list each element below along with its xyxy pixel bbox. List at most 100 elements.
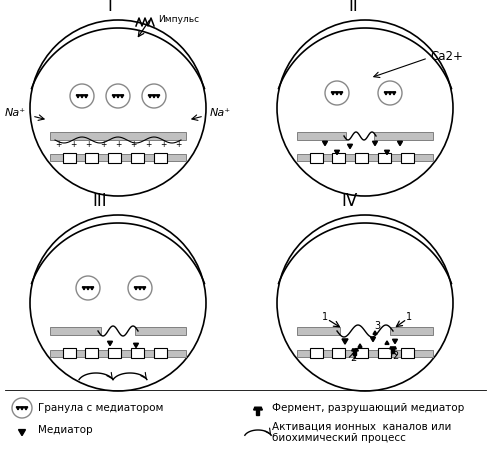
Polygon shape xyxy=(384,150,389,155)
FancyBboxPatch shape xyxy=(402,348,414,358)
Polygon shape xyxy=(335,92,339,95)
Text: Na⁺: Na⁺ xyxy=(210,108,231,118)
FancyBboxPatch shape xyxy=(297,155,433,161)
Text: +: + xyxy=(115,140,121,149)
Polygon shape xyxy=(390,347,396,349)
Polygon shape xyxy=(148,95,152,98)
Polygon shape xyxy=(334,150,339,155)
Polygon shape xyxy=(391,349,394,352)
FancyBboxPatch shape xyxy=(109,348,121,358)
Polygon shape xyxy=(142,287,146,290)
Circle shape xyxy=(30,215,206,391)
Circle shape xyxy=(70,84,94,108)
Text: +: + xyxy=(55,140,61,149)
Polygon shape xyxy=(256,410,260,415)
Circle shape xyxy=(325,81,349,105)
Polygon shape xyxy=(90,287,94,290)
Text: Активация ионных  каналов или
биохимический процесс: Активация ионных каналов или биохимическ… xyxy=(272,421,451,443)
Polygon shape xyxy=(20,407,24,410)
Text: +: + xyxy=(160,140,166,149)
Text: +: + xyxy=(85,140,91,149)
Text: Ca2+: Ca2+ xyxy=(430,50,463,62)
FancyBboxPatch shape xyxy=(374,132,433,140)
Text: +: + xyxy=(100,140,106,149)
Polygon shape xyxy=(373,141,378,146)
Text: III: III xyxy=(93,192,108,210)
Text: I: I xyxy=(108,0,112,15)
Polygon shape xyxy=(358,344,362,347)
Polygon shape xyxy=(84,95,88,98)
Polygon shape xyxy=(323,141,327,146)
Polygon shape xyxy=(385,341,389,344)
Polygon shape xyxy=(354,351,356,355)
Polygon shape xyxy=(152,95,156,98)
Circle shape xyxy=(128,276,152,300)
FancyBboxPatch shape xyxy=(297,350,433,357)
FancyBboxPatch shape xyxy=(310,153,324,163)
Polygon shape xyxy=(331,92,335,95)
Text: Na⁺: Na⁺ xyxy=(5,108,26,118)
FancyBboxPatch shape xyxy=(379,348,391,358)
Polygon shape xyxy=(342,339,348,344)
Text: 1: 1 xyxy=(322,312,328,322)
Text: 2: 2 xyxy=(350,353,356,363)
Polygon shape xyxy=(392,92,396,95)
Text: +: + xyxy=(70,140,76,149)
FancyBboxPatch shape xyxy=(297,327,340,335)
Text: II: II xyxy=(348,0,358,15)
Circle shape xyxy=(142,84,166,108)
Polygon shape xyxy=(76,95,80,98)
FancyBboxPatch shape xyxy=(63,153,77,163)
Polygon shape xyxy=(339,92,343,95)
Circle shape xyxy=(277,215,453,391)
Text: +: + xyxy=(175,140,181,149)
Circle shape xyxy=(30,20,206,196)
Text: +: + xyxy=(145,140,151,149)
FancyBboxPatch shape xyxy=(132,153,144,163)
Polygon shape xyxy=(348,144,353,149)
Polygon shape xyxy=(120,95,124,98)
Polygon shape xyxy=(24,407,28,410)
FancyBboxPatch shape xyxy=(355,153,369,163)
Polygon shape xyxy=(371,337,376,342)
FancyBboxPatch shape xyxy=(332,348,346,358)
Polygon shape xyxy=(80,95,84,98)
FancyBboxPatch shape xyxy=(379,153,391,163)
FancyBboxPatch shape xyxy=(50,132,186,140)
FancyBboxPatch shape xyxy=(50,350,186,357)
FancyBboxPatch shape xyxy=(63,348,77,358)
Polygon shape xyxy=(253,407,262,410)
Text: Импульс: Импульс xyxy=(158,16,199,25)
FancyBboxPatch shape xyxy=(135,327,186,335)
FancyBboxPatch shape xyxy=(402,153,414,163)
Polygon shape xyxy=(116,95,120,98)
Text: 2: 2 xyxy=(392,351,398,361)
Polygon shape xyxy=(86,287,90,290)
FancyBboxPatch shape xyxy=(310,348,324,358)
FancyBboxPatch shape xyxy=(390,327,433,335)
FancyBboxPatch shape xyxy=(297,132,346,140)
Polygon shape xyxy=(352,349,358,351)
FancyBboxPatch shape xyxy=(355,348,369,358)
Circle shape xyxy=(12,398,32,418)
Circle shape xyxy=(106,84,130,108)
Polygon shape xyxy=(134,343,138,348)
Polygon shape xyxy=(398,141,403,146)
Polygon shape xyxy=(388,92,392,95)
Text: Гранула с медиатором: Гранула с медиатором xyxy=(38,403,164,413)
Polygon shape xyxy=(134,287,138,290)
Polygon shape xyxy=(373,331,377,334)
FancyBboxPatch shape xyxy=(155,348,167,358)
Polygon shape xyxy=(112,95,116,98)
Polygon shape xyxy=(392,339,398,343)
Polygon shape xyxy=(108,341,112,346)
Circle shape xyxy=(378,81,402,105)
Polygon shape xyxy=(16,407,20,410)
Polygon shape xyxy=(156,95,160,98)
Polygon shape xyxy=(82,287,86,290)
FancyBboxPatch shape xyxy=(85,348,99,358)
Polygon shape xyxy=(384,92,388,95)
FancyBboxPatch shape xyxy=(132,348,144,358)
FancyBboxPatch shape xyxy=(109,153,121,163)
Text: +: + xyxy=(130,140,136,149)
